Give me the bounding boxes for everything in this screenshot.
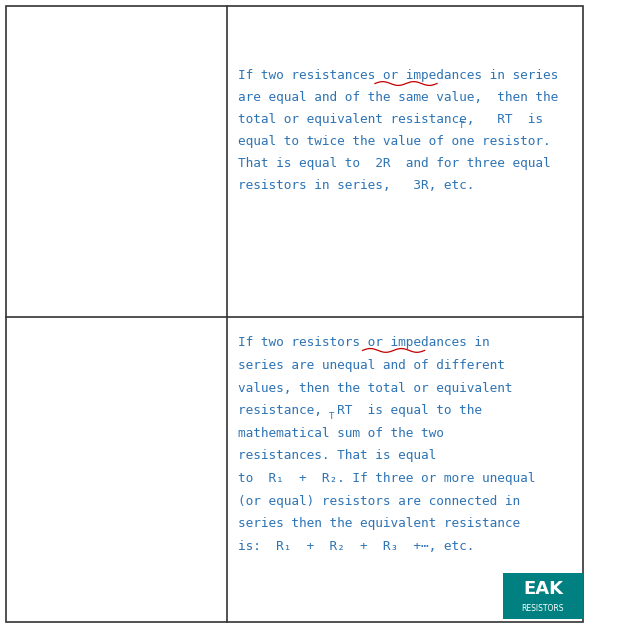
Text: EAK: EAK: [523, 580, 563, 598]
Text: RESISTORS: RESISTORS: [522, 604, 564, 613]
Text: If two resistors or impedances in: If two resistors or impedances in: [238, 336, 490, 349]
Text: are equal and of the same value,  then the: are equal and of the same value, then th…: [238, 91, 559, 104]
Text: equal to twice the value of one resistor.: equal to twice the value of one resistor…: [238, 135, 551, 148]
Text: If two resistances or impedances in series: If two resistances or impedances in seri…: [238, 69, 559, 82]
Text: T: T: [459, 121, 465, 130]
Text: That is equal to  2R  and for three equal: That is equal to 2R and for three equal: [238, 157, 551, 170]
Bar: [503, 573, 583, 619]
Text: resistance,  RT  is equal to the: resistance, RT is equal to the: [238, 404, 483, 417]
Text: mathematical sum of the two: mathematical sum of the two: [238, 427, 444, 440]
Text: resistances. That is equal: resistances. That is equal: [238, 450, 437, 462]
Text: T: T: [328, 413, 334, 421]
Text: (or equal) resistors are connected in: (or equal) resistors are connected in: [238, 495, 521, 507]
Text: resistors in series,   3R, etc.: resistors in series, 3R, etc.: [238, 179, 475, 192]
Text: series then the equivalent resistance: series then the equivalent resistance: [238, 517, 521, 530]
Text: values, then the total or equivalent: values, then the total or equivalent: [238, 382, 513, 394]
Text: to  R₁  +  R₂. If three or more unequal: to R₁ + R₂. If three or more unequal: [238, 472, 536, 485]
Text: series are unequal and of different: series are unequal and of different: [238, 359, 505, 372]
Text: is:  R₁  +  R₂  +  R₃  +⋯, etc.: is: R₁ + R₂ + R₃ +⋯, etc.: [238, 540, 475, 553]
Text: total or equivalent resistance,   RT  is: total or equivalent resistance, RT is: [238, 113, 544, 126]
